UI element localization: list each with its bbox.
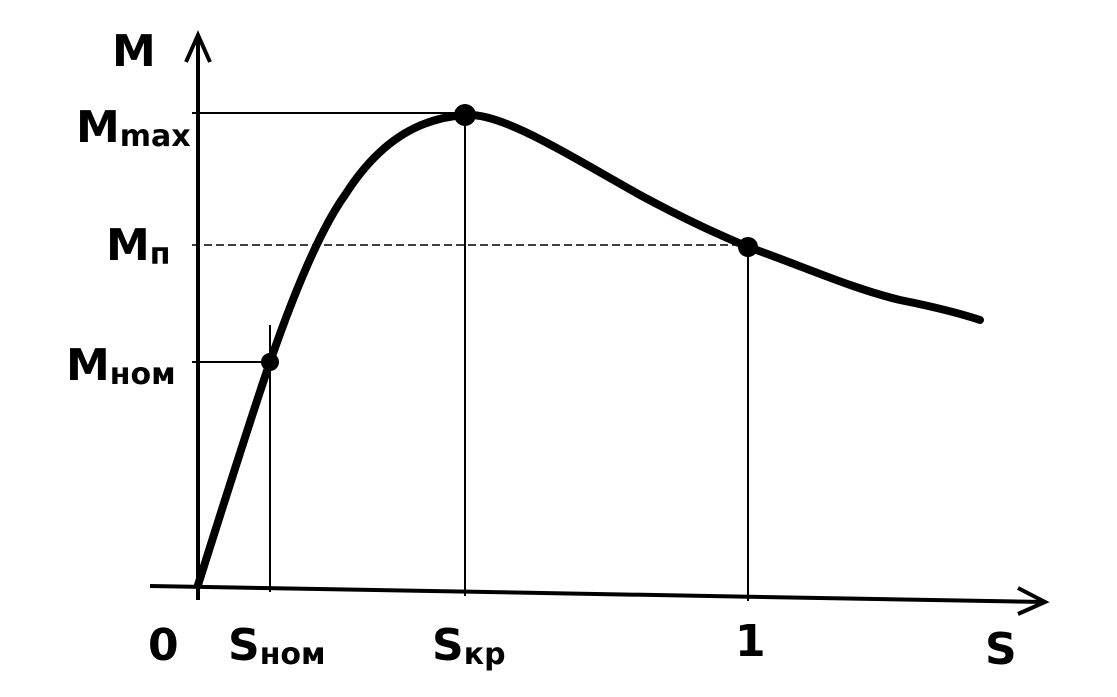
- y-mark-label: Mmax: [76, 102, 191, 154]
- point: [454, 104, 476, 126]
- x-mark-label: 1: [735, 616, 766, 667]
- point: [261, 353, 279, 371]
- label-sub: кр: [464, 637, 506, 672]
- x-mark-label: Sкр: [432, 620, 506, 672]
- origin-label: 0: [148, 620, 179, 671]
- y-arrow: [184, 30, 212, 63]
- y-mark-label: Mп: [106, 220, 171, 272]
- label-base: S: [432, 620, 464, 671]
- label-sub: п: [150, 237, 171, 272]
- curve: [194, 110, 984, 589]
- y-mark-label: Mном: [66, 340, 176, 392]
- y-axis-label: M: [112, 26, 156, 77]
- label-base: M: [76, 102, 120, 153]
- x-arrow: [1017, 586, 1050, 616]
- label-base: S: [228, 620, 260, 671]
- label-sub: max: [120, 119, 191, 154]
- label-sub: ном: [260, 637, 326, 672]
- label-sub: ном: [110, 357, 176, 392]
- label-base: M: [66, 340, 110, 391]
- x-mark-label: Sном: [228, 620, 326, 672]
- label-base: M: [106, 220, 150, 271]
- x-axis: [149, 584, 1046, 604]
- x-axis-label: S: [985, 624, 1017, 675]
- point: [738, 237, 758, 257]
